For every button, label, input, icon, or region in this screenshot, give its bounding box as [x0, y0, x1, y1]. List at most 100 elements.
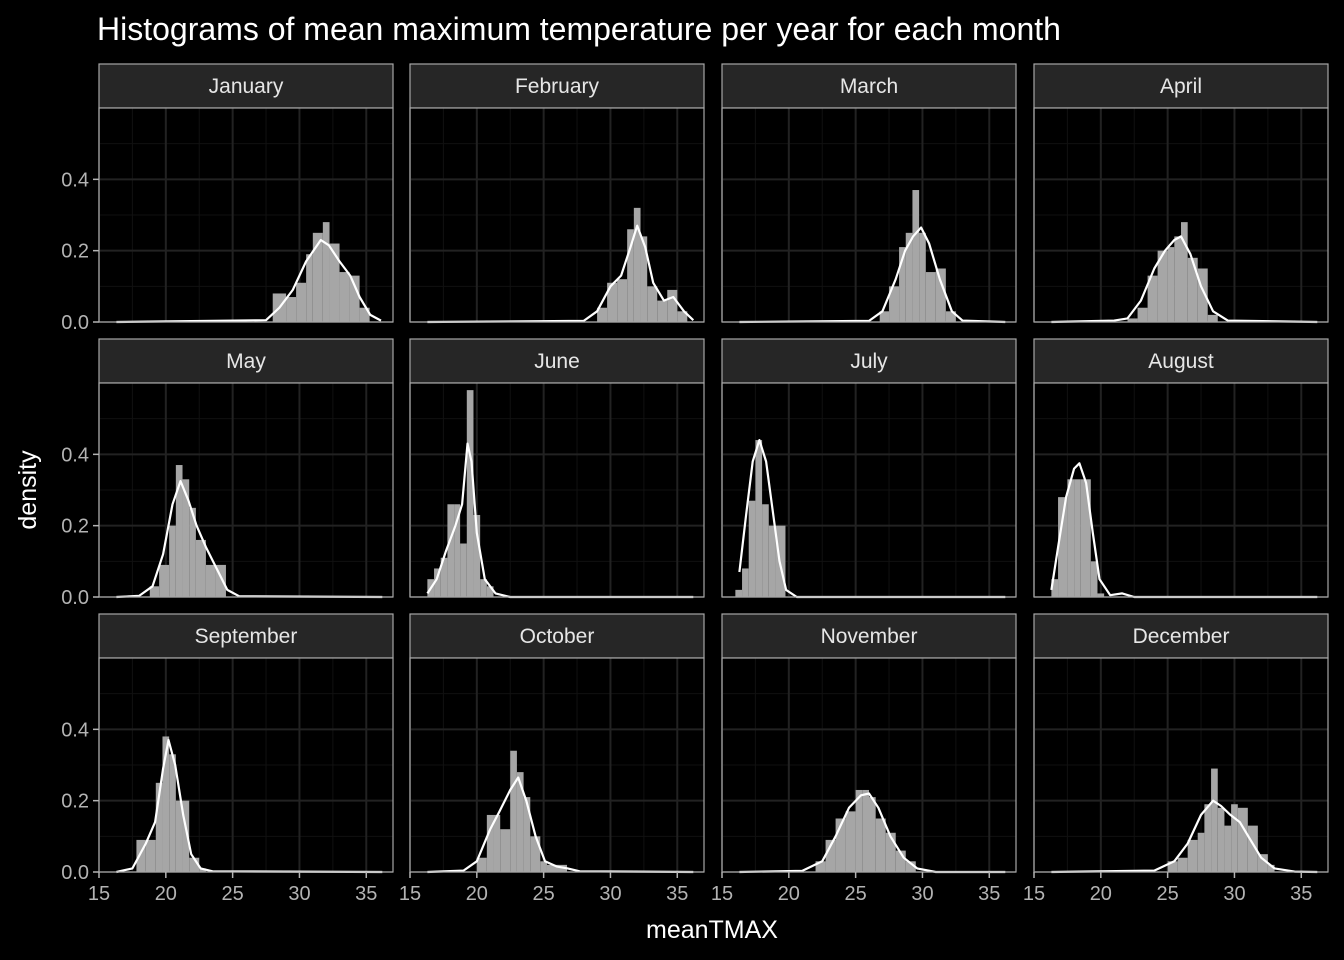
histogram-bar — [1257, 854, 1268, 872]
histogram-bar — [869, 797, 876, 872]
histogram-bar — [919, 232, 926, 322]
density-curve — [427, 224, 695, 324]
histogram-bar — [1231, 804, 1238, 872]
panel-border — [98, 107, 394, 323]
histogram-bar — [195, 539, 206, 597]
facet-strip-label: February — [515, 75, 600, 98]
histogram-bar — [500, 829, 511, 872]
x-tick-label: 30 — [288, 883, 310, 905]
facet-strip-label: June — [534, 350, 580, 373]
histogram-bar — [296, 282, 307, 322]
histogram-bar — [1181, 222, 1188, 322]
facet-panel: April — [1033, 63, 1329, 324]
facet-strip — [409, 63, 705, 109]
histogram-bar — [935, 268, 946, 322]
histogram-bar — [434, 568, 441, 597]
histogram-bar — [1187, 257, 1198, 322]
histogram-bar — [493, 814, 501, 872]
facet-strip-label: September — [195, 625, 298, 648]
density-curve — [1051, 799, 1318, 874]
histogram-bar — [1204, 804, 1212, 872]
histogram-bar — [540, 861, 547, 872]
histogram-bar — [546, 864, 557, 872]
histogram-bar — [175, 800, 183, 872]
histogram-bar — [677, 311, 688, 322]
density-curve — [427, 776, 694, 874]
facet-panel: January 0.0 0.2 0.4 — [61, 63, 394, 334]
histogram-bar — [473, 514, 481, 597]
histogram-bar — [1127, 318, 1138, 322]
panel-border — [98, 382, 394, 598]
x-tick-label: 20 — [155, 883, 177, 905]
histogram-bar — [516, 772, 524, 872]
x-tick-label: 30 — [1223, 883, 1245, 905]
histogram-bar — [905, 861, 916, 872]
facet-panel: February — [409, 63, 705, 324]
histogram-bar — [1211, 768, 1218, 872]
histogram-bar — [1174, 236, 1181, 322]
x-tick-label: 15 — [1023, 883, 1045, 905]
facet-strip-label: January — [209, 75, 284, 98]
facet-strip-label: November — [821, 625, 918, 648]
histogram-bar — [476, 857, 487, 872]
histogram-bar — [1051, 579, 1059, 597]
histogram-bar — [748, 500, 756, 597]
y-tick-label: 0.0 — [61, 312, 89, 334]
histogram-bar — [189, 507, 196, 597]
histogram-bar — [523, 797, 531, 872]
panel-border — [1033, 657, 1329, 873]
histogram-bar — [895, 850, 906, 872]
y-axis-title: density — [14, 450, 42, 530]
histogram-bar — [885, 832, 896, 872]
histogram-bar — [486, 586, 494, 597]
y-tick-label: 0.4 — [61, 444, 89, 466]
facet-strip — [98, 63, 394, 109]
histogram-bar — [286, 297, 297, 322]
histogram-bar — [359, 307, 370, 322]
density-curve — [116, 738, 383, 874]
histogram-bar — [205, 564, 216, 597]
y-tick-label: 0.0 — [61, 587, 89, 609]
histogram-bar — [215, 564, 226, 597]
histogram-bar — [1058, 497, 1068, 597]
histogram-bar — [667, 289, 678, 322]
facet-strip — [721, 338, 1017, 384]
facet-grid: January 0.0 0.2 0.4 February March April May 0.0… — [61, 63, 1329, 905]
histogram-bar — [879, 311, 890, 322]
histogram-bar — [480, 579, 487, 597]
facet-strip-label: April — [1160, 75, 1202, 98]
facet-strip — [1033, 338, 1329, 384]
histogram-bar — [454, 504, 461, 597]
histogram-bar — [1067, 479, 1075, 597]
y-tick-label: 0.2 — [61, 241, 89, 263]
facet-panel: October 15 20 25 30 35 — [399, 613, 705, 905]
facet-panel: May 0.0 0.2 0.4 — [61, 338, 394, 609]
x-tick-label: 35 — [355, 883, 377, 905]
histogram-bar — [440, 557, 448, 597]
facet-strip-label: July — [850, 350, 888, 373]
histogram-bar — [322, 222, 330, 322]
histogram-bar — [912, 190, 920, 322]
facet-strip — [1033, 63, 1329, 109]
facet-panel: September 0.0 0.2 0.4 15 20 25 30 35 — [61, 613, 394, 905]
panel-border — [721, 657, 1017, 873]
panel-border — [409, 657, 705, 873]
facet-strip — [98, 613, 394, 659]
histogram-bar — [945, 311, 956, 322]
histogram-bar — [159, 564, 170, 597]
histogram-bar — [835, 818, 846, 872]
histogram-bar — [189, 857, 200, 872]
histogram-bar — [899, 247, 906, 322]
facet-panel: November 15 20 25 30 35 — [711, 613, 1017, 905]
x-tick-label: 15 — [399, 883, 421, 905]
histogram-bar — [762, 504, 769, 597]
histogram-bar — [627, 229, 634, 322]
histogram-bar — [1080, 479, 1091, 597]
facet-panel: March — [721, 63, 1017, 324]
x-tick-label: 30 — [911, 883, 933, 905]
facet-strip-label: December — [1133, 625, 1230, 648]
histogram-bar — [647, 286, 658, 322]
histogram-bar — [169, 754, 176, 872]
x-tick-label: 35 — [978, 883, 1000, 905]
